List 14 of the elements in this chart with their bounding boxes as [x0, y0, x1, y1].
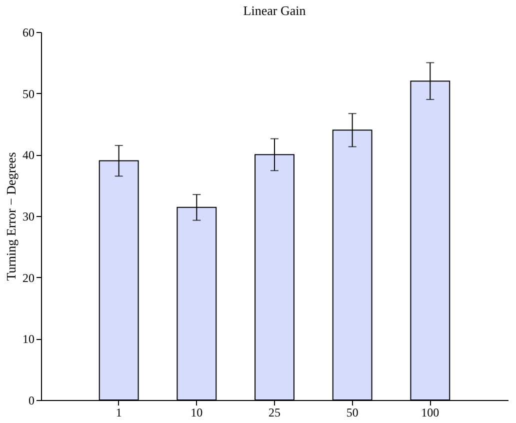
- y-tick-label: 10: [22, 332, 34, 346]
- y-axis-title: Turning Error − Degrees: [4, 152, 18, 281]
- y-tick-label: 30: [22, 210, 34, 224]
- y-tick-label: 40: [22, 148, 34, 162]
- x-tick-label: 100: [421, 406, 440, 420]
- x-tick-label: 10: [190, 406, 203, 420]
- x-tick-label: 50: [346, 406, 358, 420]
- y-tick-label: 20: [22, 270, 34, 285]
- x-tick-label: 1: [116, 406, 122, 420]
- chart-title: Linear Gain: [243, 3, 306, 18]
- y-tick-label: 50: [22, 86, 34, 101]
- y-tick-label: 0: [28, 394, 34, 408]
- x-tick-label: 25: [268, 406, 280, 420]
- y-tick-label: 60: [22, 26, 34, 40]
